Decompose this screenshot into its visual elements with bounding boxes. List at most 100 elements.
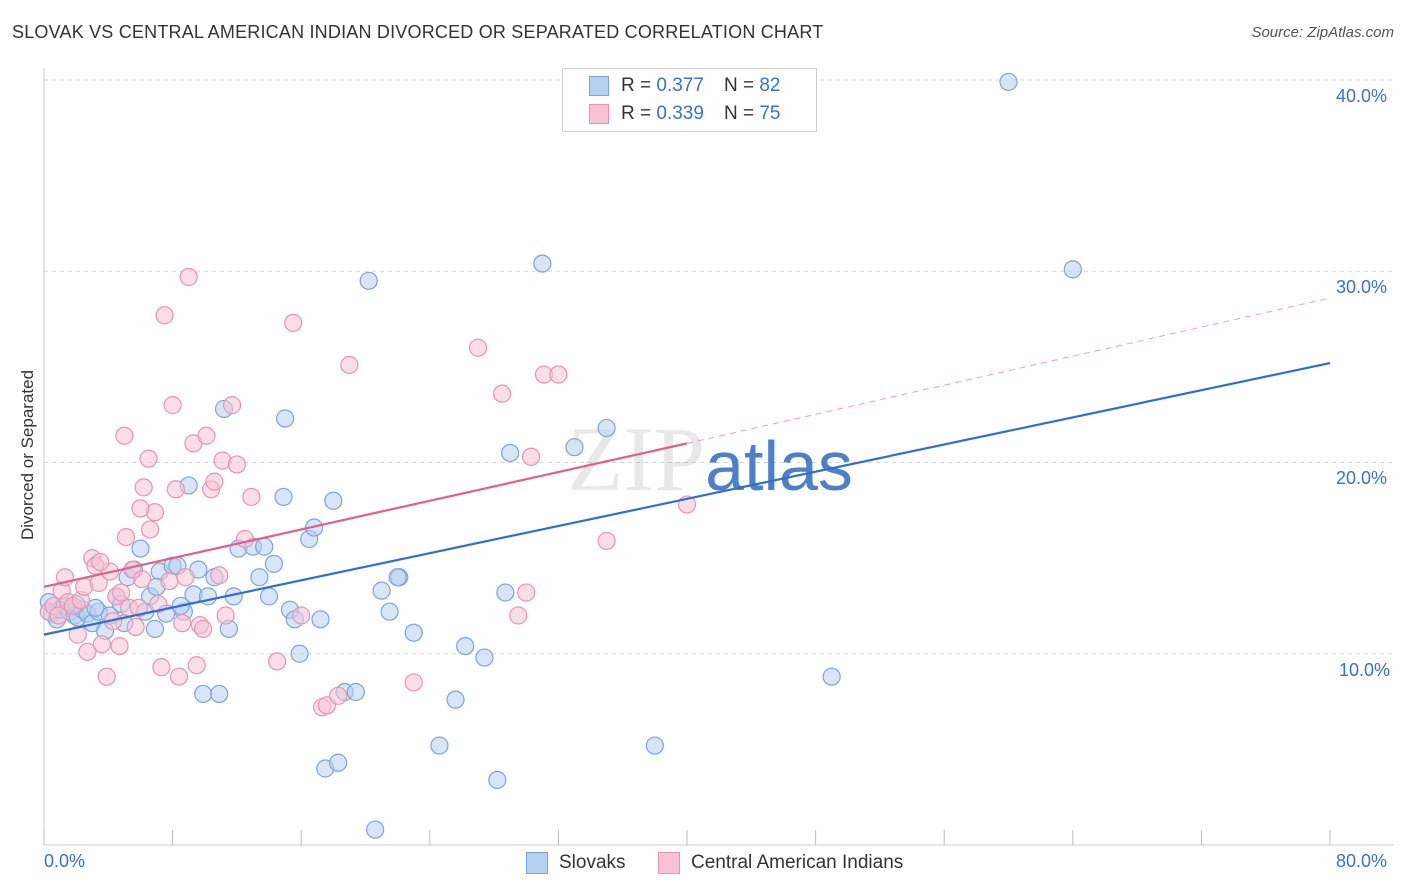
r-label: R = xyxy=(621,103,652,124)
slovaks-point xyxy=(404,623,423,642)
slovaks-point xyxy=(324,491,343,510)
cai-point xyxy=(68,625,87,644)
cai-point xyxy=(152,658,171,677)
cai-point xyxy=(404,673,423,692)
y-tick-30: 30.0% xyxy=(1336,277,1388,297)
n-label: N = xyxy=(723,103,755,124)
cai-point xyxy=(116,527,136,547)
cai-point xyxy=(149,594,168,614)
legend-item-slovaks[interactable]: Slovaks xyxy=(526,852,626,874)
slovaks-point xyxy=(255,537,274,556)
slovaks-point xyxy=(359,271,378,290)
slovaks-point xyxy=(194,684,213,704)
cai-point xyxy=(97,667,116,686)
slovaks-point xyxy=(274,487,293,507)
cai-point xyxy=(468,338,488,357)
slovaks-point xyxy=(1063,260,1082,279)
cai-point xyxy=(292,606,311,625)
cai-point xyxy=(194,619,213,638)
slovaks-point xyxy=(276,409,295,428)
slovaks-point xyxy=(822,667,841,686)
gridlines xyxy=(44,79,1394,655)
x-tick-min: 0.0% xyxy=(44,851,86,871)
cai-point xyxy=(166,480,185,499)
cai-point xyxy=(78,642,97,661)
cai-point xyxy=(205,472,224,491)
slovaks-point xyxy=(131,539,150,558)
y-tick-40: 40.0% xyxy=(1336,86,1388,106)
cai-point xyxy=(284,313,303,332)
slovaks-point xyxy=(145,619,165,638)
cai-point xyxy=(115,426,134,445)
cai-point xyxy=(176,568,195,587)
cai-trend-line xyxy=(43,442,688,588)
slovaks-point xyxy=(496,583,515,602)
cai-point xyxy=(493,384,512,403)
cai-point xyxy=(131,499,150,518)
watermark: ZIPatlas xyxy=(567,408,853,510)
slovaks-point xyxy=(366,820,385,839)
source-label: Source: ZipAtlas.com xyxy=(1251,24,1394,41)
cai-point xyxy=(179,267,198,287)
y-axis-label: Divorced or Separated xyxy=(18,369,37,541)
cai-point xyxy=(340,355,359,375)
cai-point xyxy=(91,552,110,572)
cai-point xyxy=(49,606,68,625)
cai-point xyxy=(509,606,528,625)
cai-point xyxy=(173,614,192,633)
slovaks-point xyxy=(597,418,616,438)
axes xyxy=(43,68,1394,846)
x-tick-max: 80.0% xyxy=(1336,851,1388,871)
cai-point xyxy=(139,449,158,468)
slovaks-point xyxy=(372,581,391,600)
slovaks-point xyxy=(488,770,507,790)
cai-legend-swatch xyxy=(658,852,680,874)
cai-point xyxy=(197,426,216,445)
cai-point xyxy=(597,531,616,551)
slovaks-point xyxy=(210,684,229,704)
data-points xyxy=(39,72,1082,839)
slovaks-point xyxy=(250,568,269,587)
slovaks-point xyxy=(264,554,283,573)
slovaks-trend-line xyxy=(43,361,1331,636)
cai-point xyxy=(160,571,179,591)
legend-label: Central American Indians xyxy=(691,852,904,873)
slovaks-point xyxy=(645,736,664,755)
cai-point xyxy=(140,520,160,539)
slovaks-point xyxy=(999,72,1018,92)
cai-point xyxy=(169,667,189,686)
n-label: N = xyxy=(723,75,755,96)
slovaks-point xyxy=(259,587,279,606)
cai-point xyxy=(210,566,229,585)
r-value: 0.339 xyxy=(656,103,704,124)
trend-lines xyxy=(43,297,1331,636)
r-value: 0.377 xyxy=(656,75,704,96)
slovaks-point xyxy=(430,736,449,755)
cai-point xyxy=(235,529,255,549)
chart-title: SLOVAK VS CENTRAL AMERICAN INDIAN DIVORC… xyxy=(12,22,824,42)
slovaks-point xyxy=(86,598,105,617)
slovaks-point xyxy=(565,438,584,457)
n-value: 82 xyxy=(759,75,781,96)
legend-label: Slovaks xyxy=(559,852,626,873)
slovaks-point xyxy=(501,443,520,463)
cai-point xyxy=(163,396,182,415)
cai-point xyxy=(110,636,129,656)
cai-point xyxy=(134,478,153,497)
cai-point xyxy=(517,583,536,602)
stats-row-cai: R = 0.339 N = 75 xyxy=(589,101,780,127)
cai-point xyxy=(132,570,152,589)
cai-point xyxy=(92,635,111,654)
cai-point xyxy=(155,306,174,325)
slovaks-point xyxy=(290,644,309,663)
legend-item-cai[interactable]: Central American Indians xyxy=(658,852,903,874)
slovaks-point xyxy=(456,636,475,656)
cai-point xyxy=(222,396,242,415)
slovaks-point xyxy=(311,610,330,629)
cai-point xyxy=(267,652,287,671)
cai-trend-extension xyxy=(686,297,1331,444)
slovaks-point xyxy=(329,753,348,772)
slovaks-point xyxy=(446,690,465,709)
slovaks-point xyxy=(346,682,365,702)
cai-point xyxy=(549,365,568,384)
